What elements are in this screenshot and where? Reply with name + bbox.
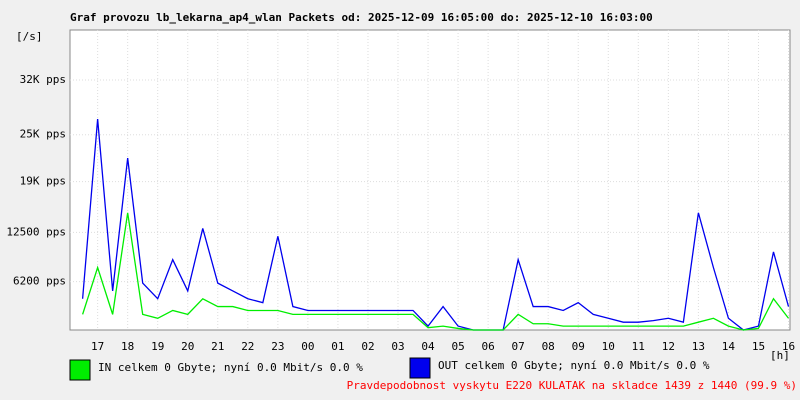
x-tick-label: 10	[602, 340, 615, 353]
y-tick-label: 12500 pps	[6, 225, 66, 238]
series-line	[81, 212, 790, 331]
y-tick-label: 32K pps	[20, 73, 66, 86]
x-tick-label: 19	[151, 340, 164, 353]
x-tick-label: 09	[572, 340, 585, 353]
series-line	[81, 119, 790, 331]
x-tick-label: 04	[421, 340, 435, 353]
x-tick-label: 08	[542, 340, 555, 353]
footer: Pravdepodobnost vyskytu E220 KULATAK na …	[347, 379, 797, 392]
x-tick-label: 23	[271, 340, 284, 353]
x-tick-label: 01	[331, 340, 344, 353]
x-tick-label: 12	[662, 340, 675, 353]
legend-label: OUT celkem 0 Gbyte; nyní 0.0 Mbit/s 0.0 …	[438, 359, 710, 372]
x-tick-label: 15	[752, 340, 765, 353]
x-tick-label: 20	[181, 340, 194, 353]
x-tick-label: 18	[121, 340, 134, 353]
x-tick-label: 06	[481, 340, 494, 353]
x-tick-label: 02	[361, 340, 374, 353]
chart-title: Graf provozu lb_lekarna_ap4_wlan Packets…	[70, 11, 653, 24]
x-tick-label: 00	[301, 340, 314, 353]
y-tick-label: 6200 pps	[13, 275, 66, 288]
x-tick-label: 14	[722, 340, 736, 353]
y-tick-label: 25K pps	[20, 128, 66, 141]
x-axis-label: [h]	[770, 349, 790, 362]
legend-label: IN celkem 0 Gbyte; nyní 0.0 Mbit/s 0.0 %	[98, 361, 363, 374]
plot-area	[69, 29, 791, 331]
x-tick-label: 22	[241, 340, 254, 353]
x-tick-label: 05	[451, 340, 464, 353]
legend-swatch	[69, 359, 91, 381]
y-axis-label: [/s]	[16, 30, 43, 43]
legend-swatch	[409, 357, 431, 379]
x-tick-label: 11	[632, 340, 645, 353]
x-tick-label: 21	[211, 340, 224, 353]
x-tick-label: 03	[391, 340, 404, 353]
x-tick-label: 07	[512, 340, 525, 353]
x-tick-label: 13	[692, 340, 705, 353]
x-tick-label: 17	[91, 340, 104, 353]
x-tick-label: 16	[782, 340, 795, 353]
y-tick-label: 19K pps	[20, 175, 66, 188]
